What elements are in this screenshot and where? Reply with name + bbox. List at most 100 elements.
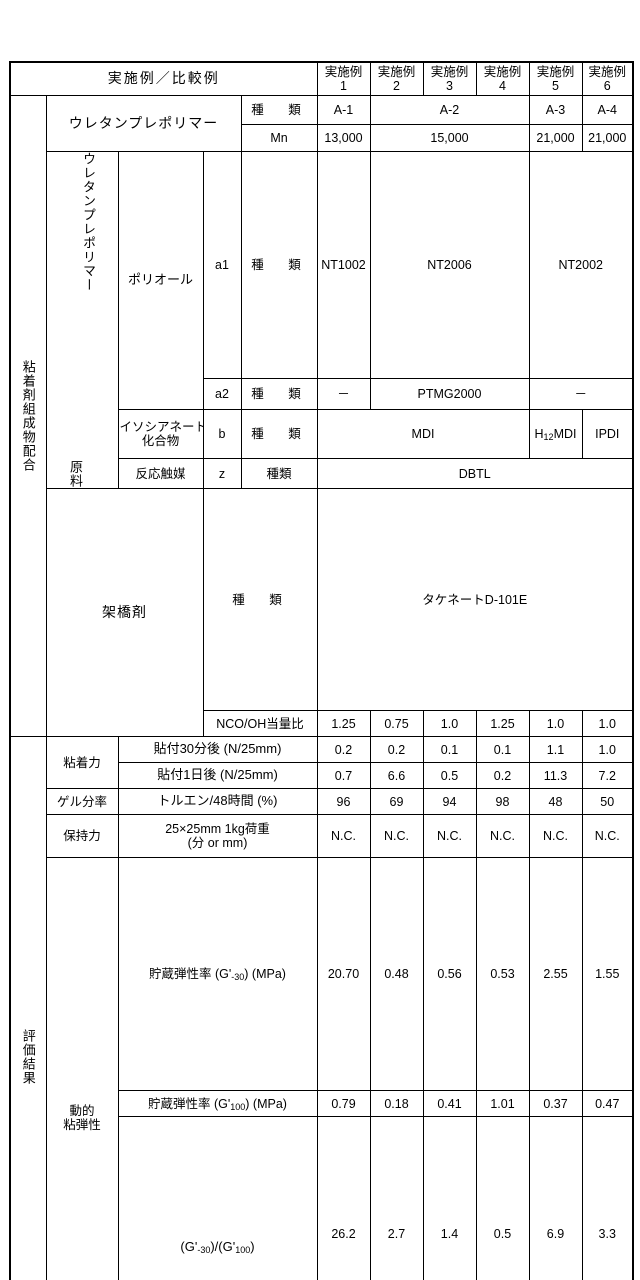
column-header-4-number: 4	[499, 79, 506, 93]
cell-prepolymer-mn-2: 15,000	[370, 125, 529, 152]
cell-prepolymer-mn-1: 13,000	[317, 125, 370, 152]
cell-holding-power-3: N.C.	[423, 815, 476, 858]
isocyanate-b-code: b	[203, 409, 241, 459]
section-label-composition-text: 粘着剤組成物配合	[22, 96, 35, 736]
cell-isocyanate-1: MDI	[317, 409, 529, 459]
group-label-dynamic-viscoelasticity: 動的 粘弾性	[46, 858, 118, 1280]
item-storage-modulus-minus30: 貯蔵弾性率 (G'-30) (MPa)	[118, 858, 317, 1091]
item-sm100-sub: 100	[230, 1102, 245, 1112]
cell-sm30-1: 20.70	[317, 858, 370, 1091]
cell-gel-fraction-5: 48	[529, 789, 582, 815]
item-holding-power-line2: (分 or mm)	[188, 836, 248, 850]
cell-ratio-2: 2.7	[370, 1117, 423, 1280]
cell-holding-power-4: N.C.	[476, 815, 529, 858]
cell-catalyst-value: DBTL	[317, 459, 633, 489]
cell-adhesion-1day-3: 0.5	[423, 763, 476, 789]
cell-adhesion-1day-6: 7.2	[582, 763, 633, 789]
item-ratio-mid: )/(G'	[210, 1239, 235, 1254]
column-header-5-number: 5	[552, 79, 559, 93]
column-header-6-number: 6	[604, 79, 611, 93]
cell-ratio-4: 0.5	[476, 1117, 529, 1280]
cell-gel-fraction-4: 98	[476, 789, 529, 815]
item-modulus-ratio: (G'-30)/(G'100)	[118, 1117, 317, 1280]
cell-holding-power-2: N.C.	[370, 815, 423, 858]
item-gel-fraction: トルエン/48時間 (%)	[118, 789, 317, 815]
cell-crosslinker-ratio-1: 1.25	[317, 711, 370, 737]
cell-sm100-3: 0.41	[423, 1091, 476, 1117]
cell-adhesion-1day-1: 0.7	[317, 763, 370, 789]
row-holding-power: 保持力 25×25mm 1kg荷重 (分 or mm) N.C. N.C. N.…	[10, 815, 633, 858]
cell-polyol-a2-2: PTMG2000	[370, 378, 529, 409]
cell-adhesion-1day-2: 6.6	[370, 763, 423, 789]
cell-adhesion-1day-4: 0.2	[476, 763, 529, 789]
header-row-label: 実施例／比較例	[10, 62, 317, 96]
group-label-dynamic-line2: 粘弾性	[63, 1118, 101, 1132]
crosslinker-label: 架橋剤	[46, 489, 203, 737]
catalyst-z-code: z	[203, 459, 241, 489]
section-label-composition: 粘着剤組成物配合	[10, 96, 46, 737]
item-adhesion-30min: 貼付30分後 (N/25mm)	[118, 737, 317, 763]
cell-sm100-4: 1.01	[476, 1091, 529, 1117]
column-header-3: 実施例 3	[423, 62, 476, 96]
item-sm30-post: ) (MPa)	[244, 967, 286, 981]
crosslinker-ratio-item: NCO/OH当量比	[203, 711, 317, 737]
isocyanate-b-item: 種 類	[241, 409, 317, 459]
item-ratio-pre: (G'	[180, 1239, 197, 1254]
cell-polyol-a2-3: －	[529, 378, 633, 409]
polyol-a2-item: 種 類	[241, 378, 317, 409]
item-ratio-post: )	[250, 1239, 254, 1254]
cell-crosslinker-ratio-4: 1.25	[476, 711, 529, 737]
row-gel-fraction: ゲル分率 トルエン/48時間 (%) 96 69 94 98 48 50	[10, 789, 633, 815]
column-header-5: 実施例 5	[529, 62, 582, 96]
polyol-a1-item: 種 類	[241, 152, 317, 379]
cell-sm30-6: 1.55	[582, 858, 633, 1091]
raw-material-label: ウレタンプレポリマー 原料	[46, 152, 118, 489]
item-ratio-sub: -30	[197, 1245, 210, 1255]
item-holding-power: 25×25mm 1kg荷重 (分 or mm)	[118, 815, 317, 858]
cell-adhesion-1day-5: 11.3	[529, 763, 582, 789]
cell-crosslinker-type-value: タケネートD-101E	[317, 489, 633, 711]
row-prepolymer-type: 粘着剤組成物配合 ウレタンプレポリマー 種 類 A-1 A-2 A-3 A-4	[10, 96, 633, 125]
cell-sm30-5: 2.55	[529, 858, 582, 1091]
column-header-4: 実施例 4	[476, 62, 529, 96]
isocyanate-label-line2: 化合物	[142, 434, 180, 448]
cell-ratio-5: 6.9	[529, 1117, 582, 1280]
item-sm100-pre: 貯蔵弾性率 (G'	[148, 1097, 230, 1111]
row-crosslinker-type: 架橋剤 種 類 タケネートD-101E	[10, 489, 633, 711]
cell-prepolymer-type-3: A-3	[529, 96, 582, 125]
item-storage-modulus-100: 貯蔵弾性率 (G'100) (MPa)	[118, 1091, 317, 1117]
table-header-row: 実施例／比較例 実施例 1 実施例 2 実施例 3 実施例 4 実施例 5	[10, 62, 633, 96]
cell-prepolymer-mn-3: 21,000	[529, 125, 582, 152]
row-storage-modulus-minus30: 動的 粘弾性 貯蔵弾性率 (G'-30) (MPa) 20.70 0.48 0.…	[10, 858, 633, 1091]
prepolymer-type-item: 種 類	[241, 96, 317, 125]
cell-prepolymer-type-4: A-4	[582, 96, 633, 125]
cell-sm100-5: 0.37	[529, 1091, 582, 1117]
cell-sm30-4: 0.53	[476, 858, 529, 1091]
cell-adhesion-30min-4: 0.1	[476, 737, 529, 763]
cell-sm30-2: 0.48	[370, 858, 423, 1091]
cell-gel-fraction-2: 69	[370, 789, 423, 815]
cell-crosslinker-ratio-2: 0.75	[370, 711, 423, 737]
page-canvas: 実施例／比較例 実施例 1 実施例 2 実施例 3 実施例 4 実施例 5	[0, 0, 640, 640]
raw-material-label-b: 原料	[69, 460, 82, 488]
group-label-gel-fraction: ゲル分率	[46, 789, 118, 815]
raw-material-label-a: ウレタンプレポリマー	[82, 152, 95, 292]
cell-gel-fraction-3: 94	[423, 789, 476, 815]
column-header-2-name: 実施例	[378, 65, 416, 79]
column-header-1: 実施例 1	[317, 62, 370, 96]
column-header-6-name: 実施例	[588, 65, 626, 79]
cell-prepolymer-type-1: A-1	[317, 96, 370, 125]
column-header-3-number: 3	[446, 79, 453, 93]
cell-adhesion-30min-1: 0.2	[317, 737, 370, 763]
polyol-label: ポリオール	[118, 152, 203, 410]
column-header-6: 実施例 6	[582, 62, 633, 96]
cell-holding-power-5: N.C.	[529, 815, 582, 858]
section-label-evaluation: 評価結果	[10, 737, 46, 1280]
item-holding-power-line1: 25×25mm 1kg荷重	[165, 822, 270, 836]
item-sm30-sub: -30	[231, 972, 244, 982]
item-adhesion-1day: 貼付1日後 (N/25mm)	[118, 763, 317, 789]
column-header-2-number: 2	[393, 79, 400, 93]
item-ratio-sub2: 100	[235, 1245, 250, 1255]
column-header-2: 実施例 2	[370, 62, 423, 96]
column-header-4-name: 実施例	[484, 65, 522, 79]
